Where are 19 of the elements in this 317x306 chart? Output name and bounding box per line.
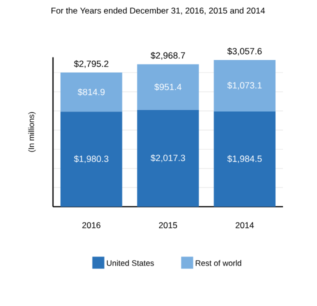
bar (214, 60, 276, 112)
chart-title: For the Years ended December 31, 2016, 2015 and 2014 (52, 7, 265, 15)
bar (137, 110, 199, 207)
total-label: $3,057.6 (227, 48, 262, 56)
data-label: $2,017.3 (150, 154, 186, 162)
x-tick-label: 2014 (236, 222, 254, 228)
total-label: $2,795.2 (74, 60, 108, 68)
data-label: $814.9 (78, 88, 105, 96)
bar (60, 112, 122, 207)
total-label: $2,968.7 (150, 52, 185, 60)
x-tick-label: 2015 (159, 222, 178, 228)
data-label: $951.4 (154, 83, 182, 91)
bar (60, 72, 122, 112)
bar (214, 111, 276, 207)
bar (137, 64, 199, 110)
data-label: $1,984.5 (227, 155, 262, 163)
data-label: $1,980.3 (74, 155, 108, 164)
data-label: $1,073.1 (227, 82, 262, 90)
x-tick-label: 2016 (82, 222, 100, 228)
